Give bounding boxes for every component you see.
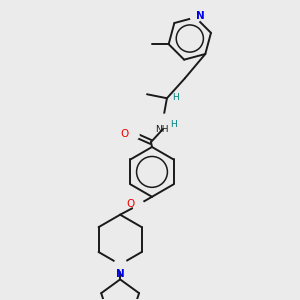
Text: O: O <box>126 199 135 209</box>
Text: O: O <box>121 129 129 139</box>
Text: N: N <box>196 11 204 21</box>
Text: N: N <box>116 269 124 279</box>
Text: H: H <box>170 120 177 129</box>
Text: NH: NH <box>155 125 169 134</box>
Text: H: H <box>172 93 178 102</box>
